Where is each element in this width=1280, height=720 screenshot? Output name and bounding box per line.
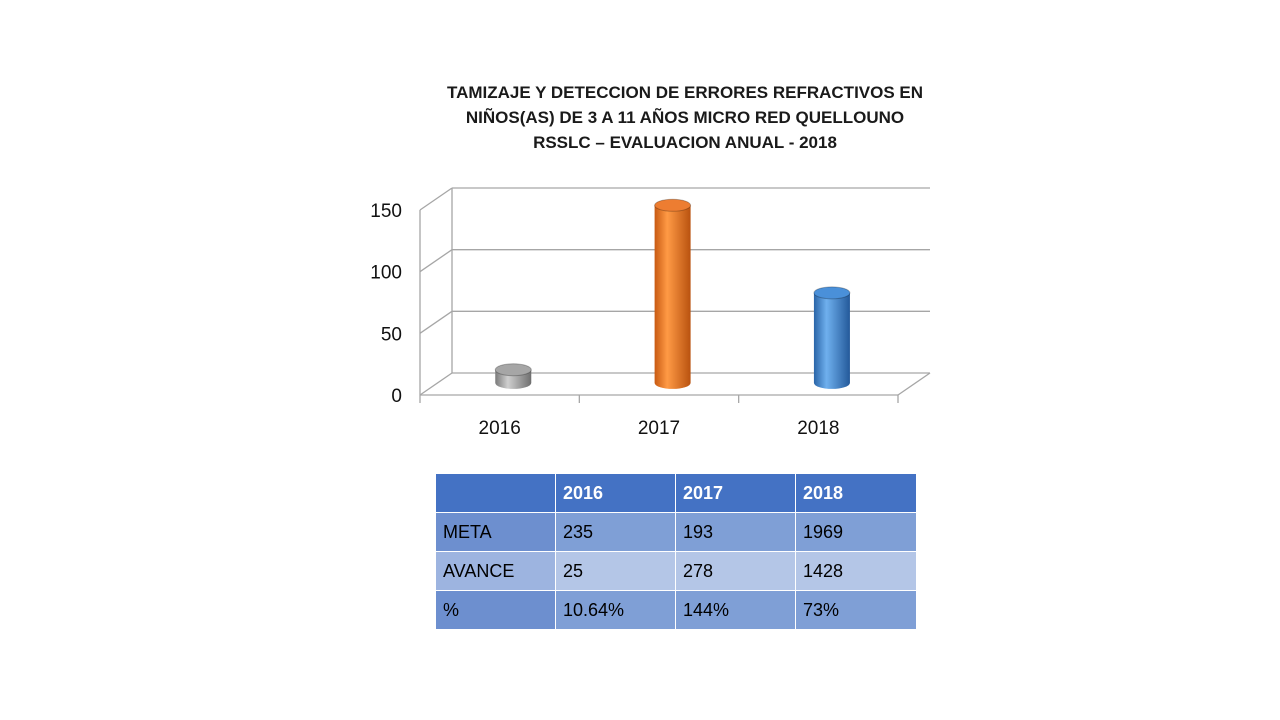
table-cell: 10.64% <box>555 590 676 630</box>
bar-body <box>654 205 691 389</box>
table-header-cell: 2016 <box>555 473 676 513</box>
table-cell: 73% <box>795 590 917 630</box>
table-cell: 1428 <box>795 551 917 591</box>
table-cell: 25 <box>555 551 676 591</box>
table-cell: 144% <box>675 590 796 630</box>
gridlines <box>419 187 930 396</box>
bar-2016 <box>494 363 532 389</box>
table-row-avance: AVANCE 25 278 1428 <box>435 551 917 591</box>
bar-top <box>494 363 532 377</box>
bar-top <box>654 198 692 212</box>
bar-top <box>813 286 851 300</box>
table-header-cell: 2017 <box>675 473 796 513</box>
x-tick-label: 2016 <box>479 418 521 439</box>
chart-title-line-2: NIÑOS(AS) DE 3 A 11 AÑOS MICRO RED QUELL… <box>465 108 905 127</box>
table-cell: AVANCE <box>435 551 556 591</box>
table-header-row: 2016 2017 2018 <box>435 473 917 513</box>
gridline-side <box>419 249 453 273</box>
floor-edge <box>897 372 931 396</box>
axes <box>419 188 931 403</box>
bar-2017 <box>654 198 692 389</box>
table-header-cell <box>435 473 556 513</box>
y-tick-label: 50 <box>381 324 402 345</box>
chart-title-line-3: RSSLC – EVALUACION ANUAL - 2018 <box>533 133 837 152</box>
chart-title: TAMIZAJE Y DETECCION DE ERRORES REFRACTI… <box>420 80 950 155</box>
table-cell: 278 <box>675 551 796 591</box>
table-cell: 193 <box>675 512 796 552</box>
table-header-cell: 2018 <box>795 473 917 513</box>
y-tick-label: 150 <box>370 201 402 222</box>
gridline-side <box>419 310 453 334</box>
bar-body <box>813 292 850 389</box>
gridline-side <box>419 372 453 396</box>
table-cell: % <box>435 590 556 630</box>
table-row-meta: META 235 193 1969 <box>435 512 917 552</box>
y-tick-label: 100 <box>370 263 402 284</box>
chart-title-line-1: TAMIZAJE Y DETECCION DE ERRORES REFRACTI… <box>446 83 924 102</box>
bar-chart: 0 50 100 150 2016 2017 2018 <box>370 187 931 439</box>
bars <box>494 198 851 389</box>
y-tick-label: 0 <box>391 386 402 407</box>
table-cell: META <box>435 512 556 552</box>
x-tick-label: 2018 <box>797 418 839 439</box>
tick-labels: 0 50 100 150 2016 2017 2018 <box>370 201 839 439</box>
table-cell: 235 <box>555 512 676 552</box>
x-tick-label: 2017 <box>638 418 680 439</box>
table-row-percent: % 10.64% 144% 73% <box>435 590 917 630</box>
gridline-side <box>419 187 453 211</box>
data-table: 2016 2017 2018 META 235 193 1969 AVANCE … <box>435 473 917 630</box>
table-cell: 1969 <box>795 512 917 552</box>
bar-2018 <box>813 286 851 389</box>
